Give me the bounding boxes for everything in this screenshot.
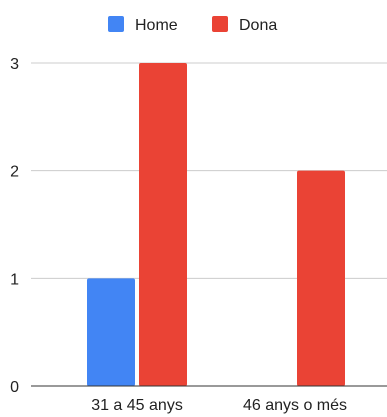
legend-label-home: Home <box>135 17 178 34</box>
y-tick-label-2: 2 <box>10 164 19 181</box>
x-axis: 31 a 45 anys 46 anys o més <box>91 397 347 414</box>
y-tick-label-3: 3 <box>10 56 19 73</box>
x-tick-label-1: 31 a 45 anys <box>91 397 183 414</box>
y-tick-label-0: 0 <box>10 379 19 396</box>
legend: Home Dona <box>108 16 277 34</box>
bars <box>87 63 345 386</box>
y-tick-label-1: 1 <box>10 271 19 288</box>
y-axis: 0 1 2 3 <box>10 56 19 396</box>
bar-dona-2 <box>297 170 345 386</box>
bar-dona-1 <box>139 63 187 386</box>
legend-label-dona: Dona <box>239 17 277 34</box>
bar-home-1 <box>87 278 135 386</box>
x-tick-label-2: 46 anys o més <box>243 397 347 414</box>
legend-swatch-home <box>108 16 124 32</box>
legend-swatch-dona <box>212 16 228 32</box>
